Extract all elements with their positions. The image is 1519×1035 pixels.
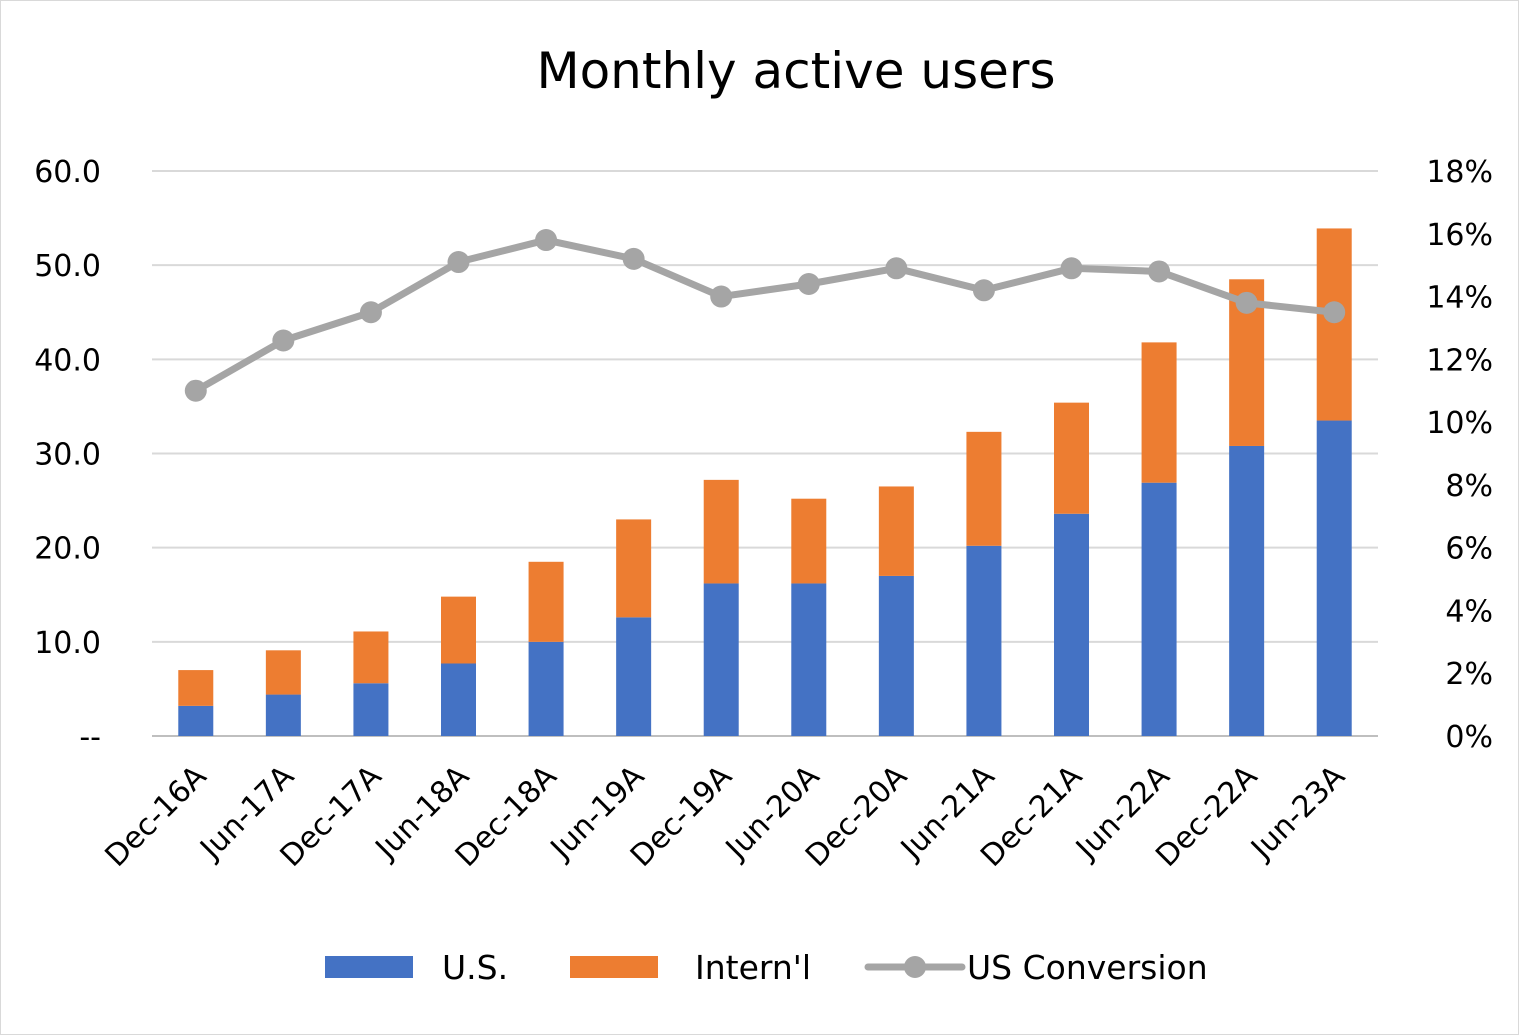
legend-swatch-intl [570, 956, 658, 978]
bar-us [441, 663, 476, 736]
conversion-point [535, 229, 558, 252]
x-axis: Dec-16AJun-17ADec-17AJun-18ADec-18AJun-1… [98, 759, 1352, 874]
conversion-line [184, 229, 1346, 402]
bar-intl [703, 479, 739, 584]
bar-us [265, 694, 301, 736]
conversion-line-path [192, 236, 1338, 395]
bar-intl [966, 431, 1002, 546]
y-left-tick-label: -- [79, 720, 101, 755]
conversion-point [272, 329, 295, 352]
conversion-point [972, 279, 995, 302]
bar-us [791, 583, 827, 736]
bar-intl [265, 650, 301, 695]
x-tick-label: Jun-23A [1243, 759, 1352, 868]
legend-swatch-us [325, 956, 413, 978]
y-left-tick-label: 10.0 [34, 626, 101, 661]
conversion-point [885, 257, 908, 280]
legend-label-conversion: US Conversion [967, 948, 1208, 987]
conversion-point [1060, 257, 1083, 280]
y-right-tick-label: 12% [1426, 343, 1493, 378]
bar-us [353, 683, 389, 736]
bar-us [1141, 482, 1177, 736]
bar-intl [791, 498, 827, 584]
y-right-tick-label: 4% [1445, 594, 1493, 629]
conversion-point [710, 285, 733, 308]
y-right-tick-label: 14% [1426, 281, 1493, 316]
conversion-point [359, 301, 382, 324]
chart-title: Monthly active users [536, 42, 1055, 100]
conversion-point [1148, 260, 1171, 283]
bar-intl [178, 670, 214, 706]
bars [178, 228, 1352, 736]
conversion-point [1235, 291, 1258, 314]
bar-intl [1141, 342, 1177, 483]
legend-label-intl: Intern'l [695, 948, 811, 987]
y-left-tick-label: 40.0 [34, 343, 101, 378]
bar-intl [1316, 228, 1352, 421]
y-left-tick-label: 50.0 [34, 249, 101, 284]
y-right-tick-label: 2% [1445, 657, 1493, 692]
y-right-tick-label: 10% [1426, 406, 1493, 441]
conversion-point [1323, 301, 1346, 324]
conversion-point [622, 247, 645, 270]
bar-us [703, 583, 739, 736]
legend-swatch-conversion-marker [904, 956, 926, 978]
bar-us [616, 617, 652, 736]
gridlines [152, 170, 1378, 737]
bar-us [528, 641, 564, 736]
y-right-tick-label: 8% [1445, 469, 1493, 504]
bar-us [178, 705, 214, 736]
bar-us [1316, 420, 1352, 736]
y-left-tick-label: 30.0 [34, 438, 101, 473]
bar-us [966, 545, 1002, 736]
bar-intl [616, 519, 652, 618]
y-right-tick-label: 16% [1426, 218, 1493, 253]
y-right-tick-label: 6% [1445, 532, 1493, 567]
x-tick-label: Dec-16A [98, 759, 213, 874]
y-right-tick-label: 18% [1426, 155, 1493, 190]
bar-us [1229, 445, 1265, 736]
bar-intl [441, 596, 476, 664]
y-right-tick-label: 0% [1445, 720, 1493, 755]
y-axis-left: -- 10.0 20.0 30.0 40.0 50.0 60.0 [34, 155, 101, 755]
bar-us [878, 575, 914, 736]
y-axis-right: 0% 2% 4% 6% 8% 10% 12% 14% 16% 18% [1426, 155, 1493, 755]
legend: U.S. Intern'l US Conversion [325, 948, 1208, 987]
conversion-point [447, 251, 470, 274]
bar-intl [1054, 402, 1089, 514]
y-left-tick-label: 20.0 [34, 532, 101, 567]
bar-us [1054, 513, 1089, 736]
conversion-point [184, 379, 207, 402]
legend-label-us: U.S. [442, 948, 508, 987]
y-left-tick-label: 60.0 [34, 155, 101, 190]
bar-intl [878, 486, 914, 576]
bar-intl [528, 561, 564, 642]
conversion-point [797, 273, 820, 295]
bar-intl [353, 631, 389, 684]
